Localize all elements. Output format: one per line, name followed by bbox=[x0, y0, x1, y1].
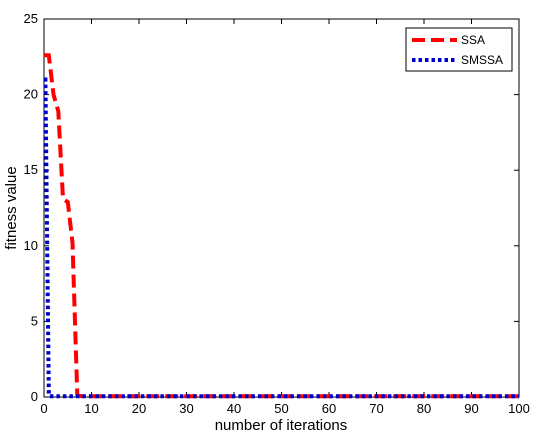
legend-label-smssa: SMSSA bbox=[461, 53, 503, 67]
x-axis-label: number of iterations bbox=[215, 417, 348, 434]
y-tick-label: 20 bbox=[24, 87, 38, 102]
y-tick-label: 15 bbox=[24, 162, 38, 177]
x-tick-label: 30 bbox=[179, 401, 193, 416]
y-tick-label: 25 bbox=[24, 11, 38, 26]
series-line-smssa bbox=[43, 77, 519, 399]
series-line-ssa bbox=[44, 53, 519, 399]
y-tick-label: 10 bbox=[24, 238, 38, 253]
plot-area-frame bbox=[43, 18, 520, 398]
x-tick-label: 20 bbox=[132, 401, 146, 416]
y-axis-ticks: 0 5 10 15 20 25 bbox=[24, 11, 519, 404]
x-tick-label: 50 bbox=[274, 401, 288, 416]
legend: SSA SMSSA bbox=[405, 27, 513, 72]
x-tick-label: 0 bbox=[40, 401, 47, 416]
x-tick-label: 90 bbox=[464, 401, 478, 416]
x-tick-label: 60 bbox=[322, 401, 336, 416]
x-axis-ticks: 0 10 20 30 40 50 60 70 80 90 100 bbox=[40, 19, 530, 416]
series-layer bbox=[43, 53, 519, 399]
x-tick-label: 80 bbox=[417, 401, 431, 416]
y-axis-label: fitness value bbox=[3, 166, 20, 249]
y-tick-label: 5 bbox=[31, 313, 38, 328]
legend-box bbox=[405, 27, 513, 72]
x-tick-label: 10 bbox=[84, 401, 98, 416]
legend-label-ssa: SSA bbox=[461, 33, 485, 47]
y-tick-label: 0 bbox=[31, 389, 38, 404]
x-tick-label: 70 bbox=[369, 401, 383, 416]
x-tick-label: 40 bbox=[227, 401, 241, 416]
x-tick-label: 100 bbox=[508, 401, 530, 416]
